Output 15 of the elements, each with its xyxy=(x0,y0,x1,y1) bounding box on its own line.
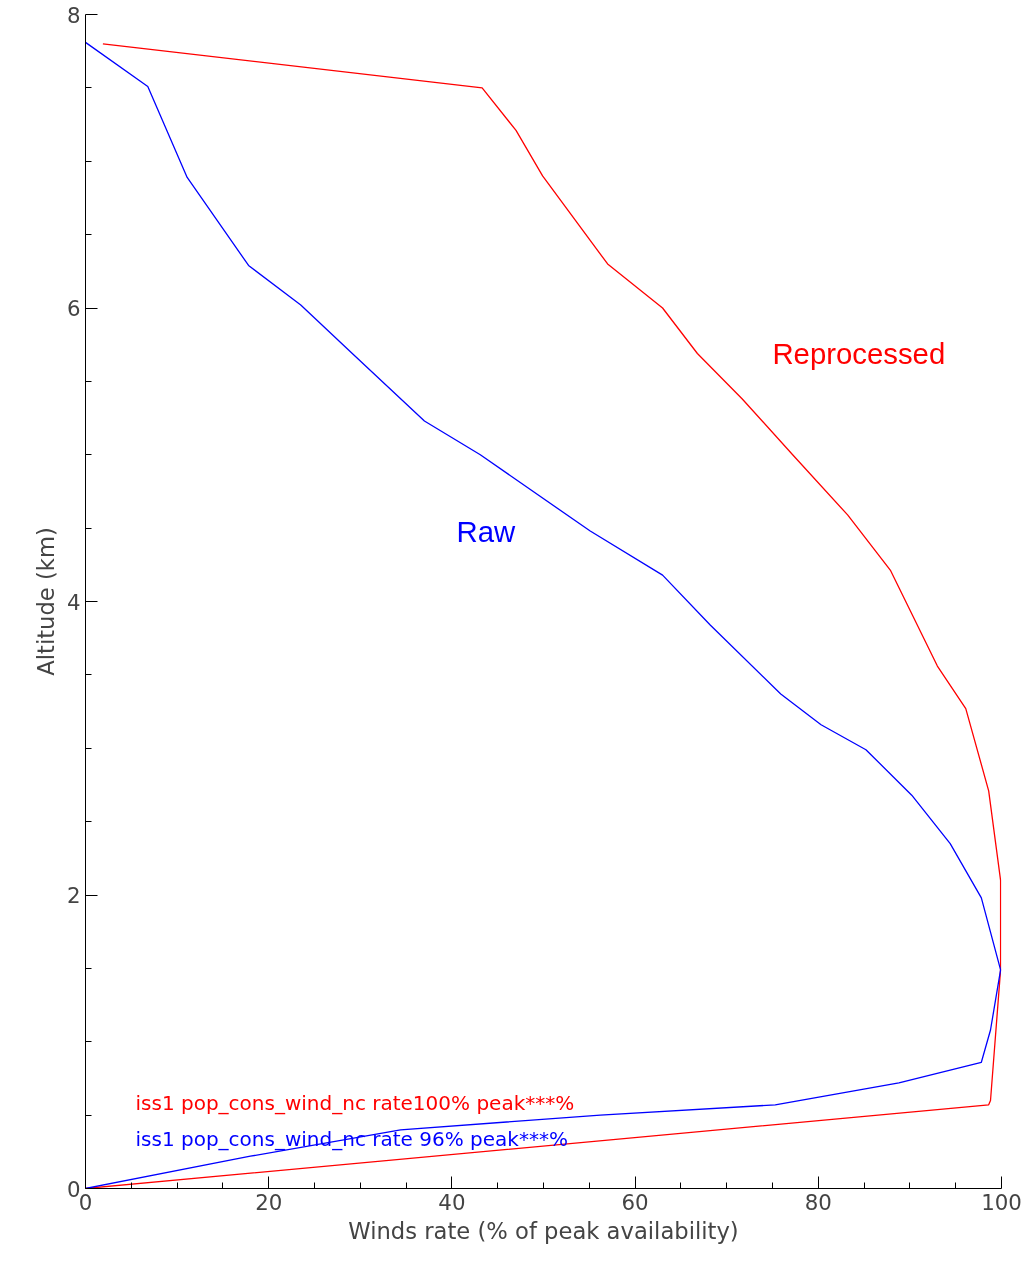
y-tick-label: 2 xyxy=(66,883,81,908)
series-label: Reprocessed xyxy=(772,336,946,370)
x-tick-label: 20 xyxy=(255,1189,283,1215)
x-tick-label: 100 xyxy=(981,1189,1022,1215)
y-tick-label: 4 xyxy=(66,589,81,615)
y-tick-label: 8 xyxy=(66,2,81,28)
x-axis-title: Winds rate (% of peak availability) xyxy=(348,1217,739,1244)
annotation: iss1 pop_cons_wind_nc rate 96% peak***% xyxy=(135,1126,568,1151)
annotation: iss1 pop_cons_wind_nc rate100% peak***% xyxy=(135,1090,575,1115)
y-axis-title: Altitude (km) xyxy=(32,527,59,676)
series-label: Raw xyxy=(456,514,517,548)
x-tick-label: 40 xyxy=(438,1189,466,1215)
y-tick-label: 6 xyxy=(66,296,81,321)
x-tick-label: 80 xyxy=(804,1189,832,1215)
x-tick-label: 60 xyxy=(621,1189,649,1215)
